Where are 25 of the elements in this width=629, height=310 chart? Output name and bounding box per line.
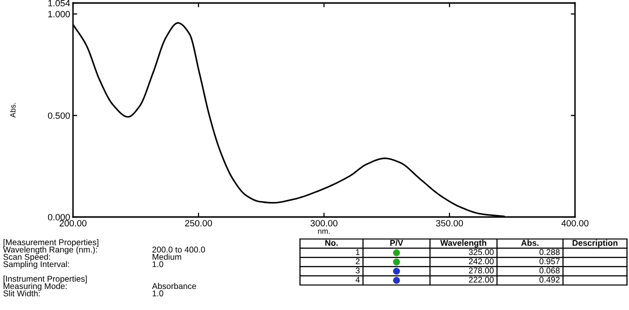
text: 3 278.00 0.068 (356, 268, 560, 274)
text: 2 242.00 0.957 (356, 258, 560, 264)
x-tick-label: 350.00 (436, 220, 463, 226)
y-tick-label: 0.500 (48, 112, 70, 119)
text: Wavelength (440, 240, 486, 248)
text: Description (572, 240, 618, 248)
y-tick-label: 0.000 (48, 214, 70, 220)
text: 1 325.00 0.288 (356, 249, 560, 256)
text: 4 222.00 0.492 (356, 276, 560, 283)
text: No. (325, 240, 338, 246)
y-tick-label: 1.000 (48, 10, 70, 18)
x-tick-label: 250.00 (185, 220, 212, 226)
text: P/V (390, 240, 404, 246)
y-tick-label: 1.054 (48, 0, 70, 6)
text: [Instrument Properties] (4, 276, 87, 284)
x-tick-label: 400.00 (561, 220, 588, 226)
x-tick-label: 200.00 (60, 220, 86, 226)
text: Sampling Interval: 1.0 (3, 261, 164, 269)
text: Abs. (521, 240, 538, 246)
text: [Measurement Properties] (4, 239, 98, 247)
text: Scan Speed: Medium (3, 254, 182, 262)
text: Wavelength Range (nm.): 200.0 to 400.0 (3, 246, 205, 254)
text: Measuring Mode: Absorbance (4, 282, 196, 291)
text: Slit Width: 1.0 (3, 290, 164, 296)
x-tick-label: 300.00 (310, 220, 338, 226)
